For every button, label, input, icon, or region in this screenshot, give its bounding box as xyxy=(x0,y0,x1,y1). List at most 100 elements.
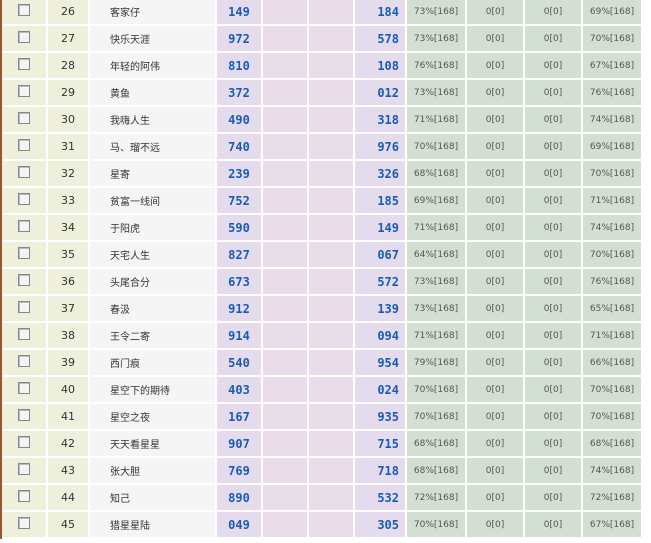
percent-a: 72%[168] xyxy=(407,485,465,510)
row-checkbox[interactable] xyxy=(18,274,30,286)
percent-b: 76%[168] xyxy=(583,80,641,105)
row-checkbox[interactable] xyxy=(18,382,30,394)
percent-b: 70%[168] xyxy=(583,242,641,267)
row-name: 知己 xyxy=(90,485,215,510)
zero-a: 0[0] xyxy=(467,107,523,132)
row-name: 王令二寄 xyxy=(90,323,215,348)
empty-cell xyxy=(309,431,353,456)
table-row: 36 头尾合分 673 572 73%[168] 0[0] 0[0] 76%[168] xyxy=(2,269,641,294)
percent-b: 71%[168] xyxy=(583,188,641,213)
table-row: 44 知己 890 532 72%[168] 0[0] 0[0] 72%[168] xyxy=(2,485,641,510)
row-checkbox[interactable] xyxy=(18,166,30,178)
zero-a: 0[0] xyxy=(467,242,523,267)
row-checkbox[interactable] xyxy=(18,58,30,70)
zero-b: 0[0] xyxy=(525,53,581,78)
row-checkbox[interactable] xyxy=(18,85,30,97)
zero-b: 0[0] xyxy=(525,161,581,186)
zero-a: 0[0] xyxy=(467,0,523,24)
row-name: 春汲 xyxy=(90,296,215,321)
value-a: 149 xyxy=(217,0,261,24)
empty-cell xyxy=(309,323,353,348)
row-checkbox-cell xyxy=(2,134,46,159)
row-checkbox[interactable] xyxy=(18,409,30,421)
value-a: 372 xyxy=(217,80,261,105)
value-a: 907 xyxy=(217,431,261,456)
table-row: 27 快乐天涯 972 578 73%[168] 0[0] 0[0] 70%[168] xyxy=(2,26,641,51)
row-checkbox-cell xyxy=(2,107,46,132)
row-number: 29 xyxy=(48,80,88,105)
value-b: 578 xyxy=(355,26,405,51)
percent-b: 70%[168] xyxy=(583,161,641,186)
row-checkbox[interactable] xyxy=(18,193,30,205)
row-number: 45 xyxy=(48,512,88,537)
row-checkbox[interactable] xyxy=(18,490,30,502)
row-checkbox[interactable] xyxy=(18,301,30,313)
row-checkbox[interactable] xyxy=(18,220,30,232)
percent-a: 73%[168] xyxy=(407,0,465,24)
percent-a: 68%[168] xyxy=(407,161,465,186)
percent-b: 66%[168] xyxy=(583,350,641,375)
row-number: 44 xyxy=(48,485,88,510)
zero-a: 0[0] xyxy=(467,404,523,429)
value-a: 540 xyxy=(217,350,261,375)
empty-cell xyxy=(263,53,307,78)
empty-cell xyxy=(263,26,307,51)
row-checkbox-cell xyxy=(2,323,46,348)
row-name: 年轻的阿伟 xyxy=(90,53,215,78)
row-checkbox[interactable] xyxy=(18,517,30,529)
empty-cell xyxy=(263,269,307,294)
empty-cell xyxy=(309,296,353,321)
row-name: 贫富一线间 xyxy=(90,188,215,213)
empty-cell xyxy=(263,242,307,267)
row-checkbox[interactable] xyxy=(18,4,30,16)
percent-a: 68%[168] xyxy=(407,458,465,483)
empty-cell xyxy=(263,0,307,24)
percent-a: 71%[168] xyxy=(407,107,465,132)
value-a: 827 xyxy=(217,242,261,267)
zero-b: 0[0] xyxy=(525,323,581,348)
zero-b: 0[0] xyxy=(525,485,581,510)
row-name: 头尾合分 xyxy=(90,269,215,294)
row-checkbox-cell xyxy=(2,458,46,483)
row-number: 42 xyxy=(48,431,88,456)
row-checkbox[interactable] xyxy=(18,31,30,43)
percent-a: 73%[168] xyxy=(407,269,465,294)
table-row: 29 黄鱼 372 012 73%[168] 0[0] 0[0] 76%[168] xyxy=(2,80,641,105)
percent-b: 65%[168] xyxy=(583,296,641,321)
zero-b: 0[0] xyxy=(525,404,581,429)
empty-cell xyxy=(309,269,353,294)
row-checkbox[interactable] xyxy=(18,436,30,448)
row-checkbox[interactable] xyxy=(18,355,30,367)
zero-b: 0[0] xyxy=(525,458,581,483)
zero-a: 0[0] xyxy=(467,296,523,321)
row-number: 41 xyxy=(48,404,88,429)
row-checkbox-cell xyxy=(2,215,46,240)
row-checkbox[interactable] xyxy=(18,247,30,259)
value-a: 239 xyxy=(217,161,261,186)
table-row: 41 星空之夜 167 935 70%[168] 0[0] 0[0] 70%[168] xyxy=(2,404,641,429)
row-checkbox[interactable] xyxy=(18,463,30,475)
empty-cell xyxy=(309,404,353,429)
zero-b: 0[0] xyxy=(525,269,581,294)
table-row: 34 于阳虎 590 149 71%[168] 0[0] 0[0] 74%[168] xyxy=(2,215,641,240)
value-a: 740 xyxy=(217,134,261,159)
empty-cell xyxy=(263,161,307,186)
percent-a: 71%[168] xyxy=(407,215,465,240)
row-checkbox-cell xyxy=(2,80,46,105)
empty-cell xyxy=(263,134,307,159)
empty-cell xyxy=(309,377,353,402)
row-checkbox-cell xyxy=(2,26,46,51)
zero-a: 0[0] xyxy=(467,188,523,213)
zero-b: 0[0] xyxy=(525,377,581,402)
zero-b: 0[0] xyxy=(525,80,581,105)
empty-cell xyxy=(263,323,307,348)
row-checkbox-cell xyxy=(2,377,46,402)
row-checkbox[interactable] xyxy=(18,112,30,124)
percent-a: 73%[168] xyxy=(407,296,465,321)
row-checkbox[interactable] xyxy=(18,139,30,151)
empty-cell xyxy=(263,296,307,321)
zero-a: 0[0] xyxy=(467,269,523,294)
row-checkbox-cell xyxy=(2,53,46,78)
row-checkbox[interactable] xyxy=(18,328,30,340)
table-row: 32 星寄 239 326 68%[168] 0[0] 0[0] 70%[168] xyxy=(2,161,641,186)
